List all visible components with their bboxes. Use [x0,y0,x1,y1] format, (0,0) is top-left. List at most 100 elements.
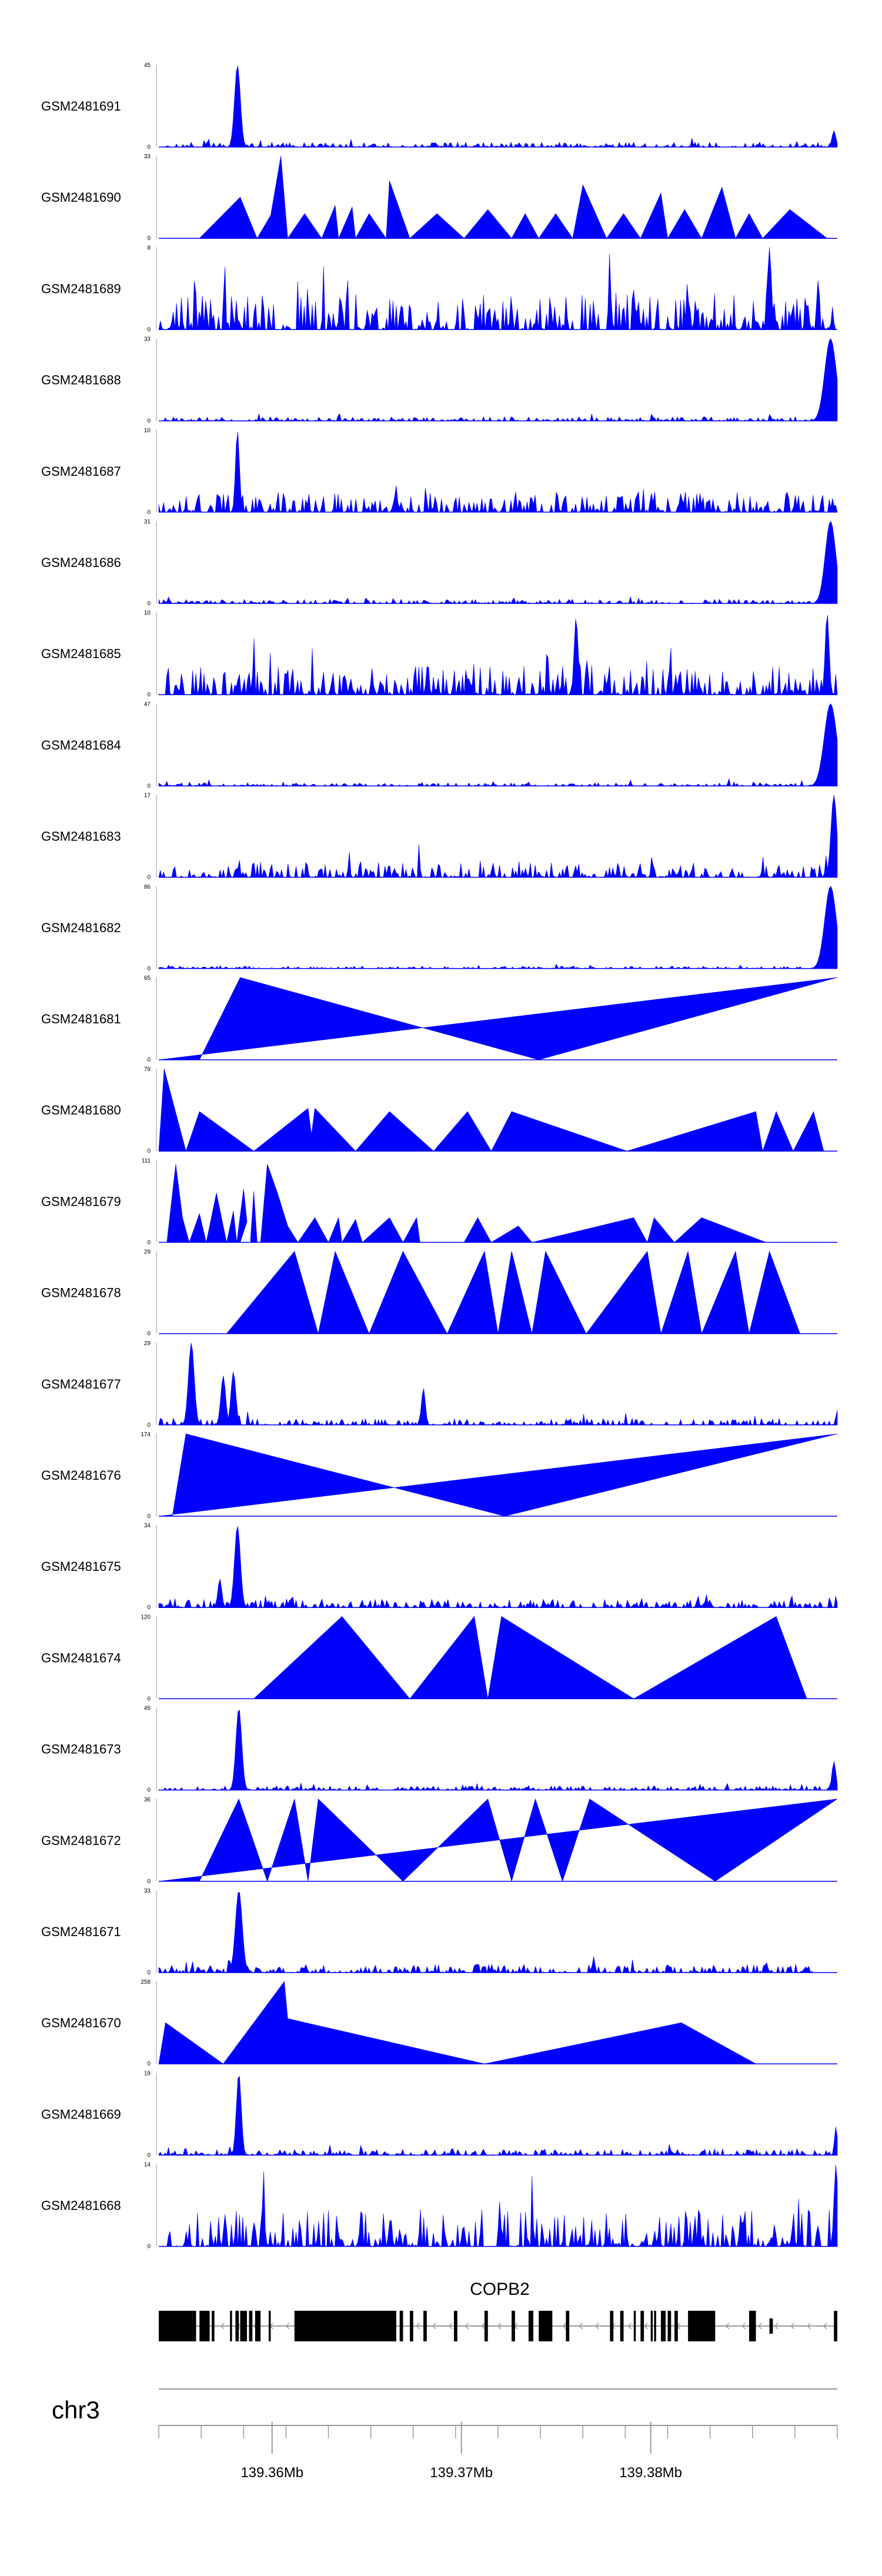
y-min-label: 0 [147,600,151,607]
y-max-label: 86 [144,884,151,890]
track-GSM2481675: GSM2481675 34 0 [41,1523,838,1611]
y-max-label: 258 [141,1979,151,1986]
track-GSM2481678: GSM2481678 29 0 [41,1249,837,1337]
coverage-area [158,2076,838,2156]
y-min-label: 0 [147,1696,151,1702]
tick-label: 139.38Mb [619,2465,682,2481]
track-GSM2481679: GSM2481679 111 0 [41,1157,837,1246]
coverage-area [158,2164,838,2247]
y-max-label: 47 [144,701,151,708]
y-max-label: 19 [144,2070,151,2077]
utr-exon [769,2318,773,2334]
strand-arrow [823,2323,827,2330]
y-max-label: 29 [144,1340,151,1347]
tick-label: 139.37Mb [430,2465,493,2481]
y-min-label: 0 [147,692,151,698]
exon [235,2311,239,2341]
track-label: GSM2481688 [41,373,121,388]
track-GSM2481680: GSM2481680 79 0 [41,1066,837,1154]
track-GSM2481684: GSM2481684 47 0 [41,701,838,789]
track-GSM2481688: GSM2481688 33 0 [41,336,838,425]
strand-arrow [465,2323,469,2330]
coverage-area [158,1892,814,1974]
strand-arrow [807,2323,811,2330]
strand-arrow [497,2323,502,2330]
exon [566,2311,570,2341]
y-max-label: 17 [144,793,151,799]
exon [159,2311,193,2341]
coverage-area [158,1433,838,1517]
y-min-label: 0 [147,2244,151,2250]
exon [212,2311,215,2341]
coverage-area [159,338,838,422]
exon [249,2311,253,2341]
chromosome-label: chr3 [52,2396,100,2424]
exon [453,2311,457,2341]
exon [749,2311,756,2341]
exon [294,2311,396,2341]
coverage-area [158,520,838,604]
y-min-label: 0 [147,235,151,242]
exon [230,2311,232,2341]
y-max-label: 33 [144,1888,151,1894]
exon [528,2311,534,2341]
y-max-label: 174 [141,1432,151,1438]
exon [834,2311,837,2341]
track-GSM2481674: GSM2481674 120 0 [41,1614,837,1702]
track-label: GSM2481675 [41,1559,121,1574]
y-min-label: 0 [147,2061,151,2067]
coverage-area [158,1069,824,1152]
y-min-label: 0 [147,1970,151,1976]
track-label: GSM2481669 [41,2107,121,2121]
track-GSM2481673: GSM2481673 45 0 [41,1706,838,1794]
strand-arrow [416,2323,420,2330]
genome-axis-track: chr3 139.36Mb 139.37Mb 139.38Mb [52,2388,838,2481]
coverage-area [158,432,838,513]
coverage-area [158,1798,838,1882]
y-max-label: 33 [144,154,151,160]
exon [660,2311,666,2341]
coverage-area [158,1526,838,1609]
track-GSM2481669: GSM2481669 19 0 [41,2070,838,2158]
exon [423,2311,427,2341]
exon [199,2311,210,2341]
y-max-label: 79 [144,1066,151,1073]
track-GSM2481690: GSM2481690 33 0 [41,154,837,242]
strand-arrow [644,2323,648,2330]
track-GSM2481681: GSM2481681 65 0 [41,975,838,1063]
track-GSM2481683: GSM2481683 17 0 [41,793,838,881]
y-max-label: 65 [144,975,151,982]
y-min-label: 0 [147,1331,151,1337]
track-label: GSM2481689 [41,281,121,296]
exon [633,2311,636,2341]
coverage-area [158,1981,756,2064]
exon [409,2311,413,2341]
coverage-area [158,247,838,331]
coverage-area [159,1164,766,1243]
coverage-area [158,1710,838,1791]
y-max-label: 111 [142,1157,151,1164]
y-max-label: 36 [144,1797,151,1803]
y-min-label: 0 [147,509,151,516]
y-max-label: 31 [144,519,151,525]
track-GSM2481691: GSM2481691 45 0 [41,62,838,151]
y-min-label: 0 [147,1422,151,1429]
coverage-area [159,65,838,148]
strand-arrow [627,2323,632,2330]
y-max-label: 29 [144,1249,151,1256]
exon [484,2311,488,2341]
y-min-label: 0 [147,783,151,789]
coverage-area [158,703,838,787]
y-min-label: 0 [147,966,151,972]
track-label: GSM2481685 [41,646,121,661]
y-max-label: 34 [144,1523,151,1529]
strand-arrow [220,2323,225,2330]
strand-arrow [481,2323,485,2330]
track-label: GSM2481682 [41,920,121,935]
track-label: GSM2481687 [41,464,121,479]
track-GSM2481689: GSM2481689 8 0 [41,245,838,333]
tick-label: 139.36Mb [240,2465,303,2481]
strand-arrow [432,2323,436,2330]
y-max-label: 45 [144,62,151,69]
